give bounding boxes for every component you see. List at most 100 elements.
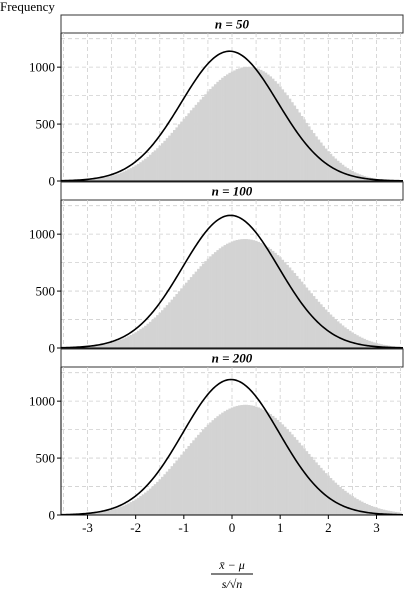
- histogram-bar: [303, 119, 306, 181]
- histogram-bar: [139, 162, 142, 181]
- histogram-bar: [351, 496, 354, 515]
- histogram-bar: [93, 345, 97, 348]
- histogram-bar: [127, 169, 130, 181]
- histogram-bars: [62, 66, 403, 181]
- histogram-bar: [358, 500, 362, 515]
- histogram-bar: [163, 307, 167, 348]
- histogram-bar: [216, 81, 220, 181]
- histogram-bar: [213, 418, 217, 515]
- histogram-bar: [305, 122, 309, 181]
- histogram-bar: [278, 86, 282, 181]
- histogram-bar: [288, 98, 292, 181]
- histogram-bar: [240, 405, 244, 515]
- histogram-bar: [185, 282, 188, 348]
- histogram-bar: [189, 110, 193, 181]
- histogram-bar: [120, 172, 123, 181]
- histogram-bar: [283, 426, 287, 515]
- histogram-bar: [286, 95, 289, 181]
- histogram-bar: [117, 507, 121, 515]
- histogram-bar: [136, 163, 140, 181]
- histogram-bar: [105, 343, 109, 348]
- histogram-bar: [310, 293, 313, 348]
- histogram-bar: [307, 453, 311, 515]
- histogram-bar: [242, 239, 246, 348]
- histogram-bar: [112, 341, 116, 348]
- histogram-bar: [192, 107, 195, 181]
- histogram-bar: [187, 279, 191, 348]
- histogram-bar: [291, 434, 294, 515]
- histogram-bar: [88, 346, 92, 348]
- histogram-bar: [271, 250, 275, 348]
- histogram-bar: [262, 71, 265, 181]
- histogram-bar: [329, 314, 333, 348]
- histogram-bar: [250, 405, 253, 515]
- histogram-bar: [175, 127, 179, 181]
- histogram-bar: [141, 160, 145, 181]
- histogram-bar: [230, 407, 234, 515]
- histogram-bar: [336, 484, 340, 515]
- histogram-bar: [144, 492, 147, 515]
- facet-strip-label: n = 100: [212, 184, 253, 199]
- histogram-bar: [368, 504, 371, 515]
- histogram-bar: [363, 338, 366, 348]
- histogram-bar: [98, 512, 102, 515]
- x-axis: -3 -2 -1 0 1 2 3: [82, 515, 380, 535]
- histogram-bar: [120, 506, 123, 515]
- histogram-bar: [221, 246, 224, 348]
- histogram-bar: [245, 404, 248, 515]
- histogram-bar: [334, 319, 338, 348]
- histogram-bar: [199, 99, 203, 181]
- histogram-bar: [283, 92, 287, 181]
- histogram-bar: [177, 457, 181, 515]
- histogram-bar: [392, 511, 395, 515]
- facet-panel-3: n = 200 0 500 1000: [29, 348, 404, 523]
- histogram-bar: [199, 432, 203, 515]
- histogram-bar: [377, 343, 381, 348]
- histogram-bar: [276, 419, 280, 515]
- histogram-bar: [331, 480, 335, 515]
- histogram-bar: [247, 405, 251, 515]
- histogram-bar: [110, 175, 114, 181]
- y-tick-label: 0: [49, 174, 56, 189]
- histogram-bar: [262, 244, 265, 348]
- histogram-bar: [160, 476, 164, 515]
- histogram-bar: [288, 431, 292, 515]
- histogram-bar: [136, 497, 140, 515]
- histogram-bar: [100, 511, 104, 515]
- histogram-bar: [141, 494, 145, 515]
- histogram-bar: [356, 335, 359, 348]
- histogram-bar: [122, 338, 126, 348]
- facet-panels: n = 50 0 500 1000 n = 100 0 500 1000 n = 200 0 500…: [29, 14, 404, 523]
- histogram-bar: [271, 78, 275, 181]
- histogram-bar: [238, 405, 241, 515]
- histogram-bar: [368, 340, 371, 348]
- histogram-bar: [252, 405, 256, 515]
- histogram-bar: [201, 263, 205, 348]
- histogram-bar: [103, 344, 106, 348]
- histogram-bar: [91, 513, 94, 515]
- histogram-bar: [327, 475, 330, 515]
- histogram-bar: [144, 325, 147, 348]
- histogram-bar: [93, 178, 97, 181]
- histogram-bar: [204, 261, 208, 348]
- x-tick-label: 0: [229, 520, 236, 535]
- histogram-bar: [230, 241, 234, 348]
- histogram-bar: [247, 239, 251, 348]
- histogram-bar: [172, 296, 176, 348]
- histogram-bar: [257, 407, 260, 515]
- histogram-bar: [129, 335, 133, 348]
- histogram-bar: [144, 158, 147, 181]
- histogram-bar: [199, 266, 203, 348]
- histogram-bar: [88, 513, 92, 515]
- histogram-bar: [100, 177, 104, 181]
- histogram-bar: [225, 243, 229, 348]
- histogram-bar: [117, 173, 121, 181]
- histogram-bar: [266, 247, 270, 348]
- histogram-bar: [134, 499, 138, 515]
- histogram-bar: [148, 154, 152, 181]
- histogram-bar: [288, 267, 292, 348]
- histogram-bar: [172, 463, 176, 515]
- histogram-bar: [259, 408, 263, 515]
- histogram-bar: [266, 74, 270, 181]
- x-tick-label: -2: [130, 520, 141, 535]
